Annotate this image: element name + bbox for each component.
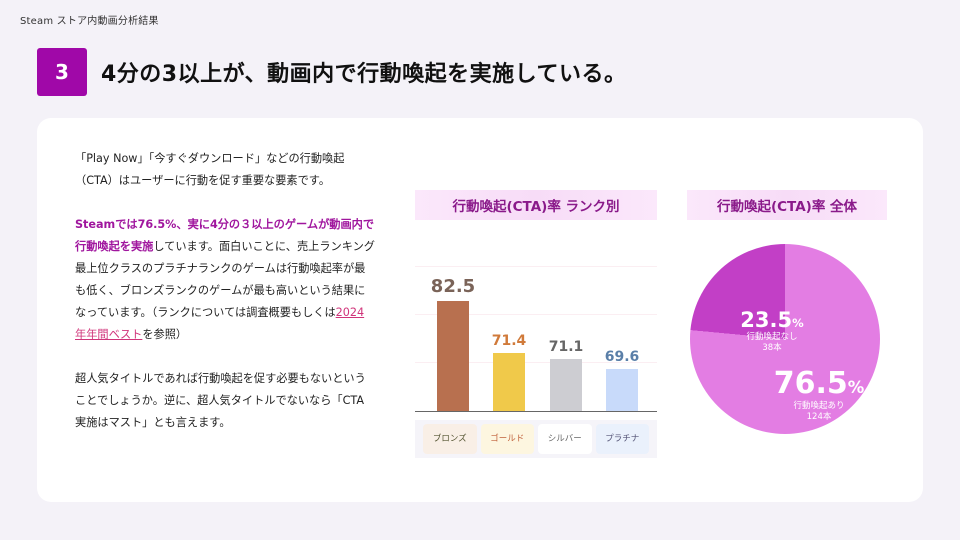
- body-text: 「Play Now」「今すぐダウンロード」などの行動喚起（CTA）はユーザーに行…: [75, 148, 375, 456]
- bar-1: 71.4: [491, 333, 527, 411]
- label-no: 行動喚起なし: [746, 332, 798, 342]
- category-label: シルバー: [538, 424, 592, 454]
- section-number-badge: 3: [37, 48, 87, 96]
- percent-sign: %: [847, 378, 865, 397]
- bar-value-label: 71.4: [491, 333, 527, 349]
- bar-plot-area: 82.5 71.4 71.1 69.6: [415, 220, 657, 412]
- gridline: [415, 266, 657, 267]
- bar-rect: [493, 353, 525, 411]
- highlight-text: Steamでは76.5%、実に4分の３以上のゲームが動画内で行動喚起を実施: [75, 218, 375, 253]
- category-labels: ブロンズ ゴールド シルバー プラチナ: [415, 420, 657, 458]
- bar-3: 69.6: [604, 349, 640, 411]
- bar-2: 71.1: [548, 339, 584, 411]
- paragraph-intro: 「Play Now」「今すぐダウンロード」などの行動喚起（CTA）はユーザーに行…: [75, 152, 345, 187]
- category-label: プラチナ: [595, 424, 649, 454]
- bar-value-label: 71.1: [548, 339, 584, 355]
- paragraph-conclusion: 超人気タイトルであれば行動喚起を促す必要もないということでしょうか。逆に、超人気…: [75, 372, 366, 429]
- content-card: 「Play Now」「今すぐダウンロード」などの行動喚起（CTA）はユーザーに行…: [37, 118, 923, 502]
- count-yes: 124本: [806, 412, 832, 422]
- percent-sign: %: [792, 316, 804, 330]
- page-title: 4分の3以上が、動画内で行動喚起を実施している。: [101, 62, 627, 87]
- count-no: 38本: [762, 343, 782, 353]
- pie-wrap: 23.5% 行動喚起なし 38本 76.5% 行動喚起あり 124本: [687, 244, 887, 444]
- pct-yes: 76.5: [773, 366, 848, 401]
- label-yes: 行動喚起あり: [793, 401, 845, 411]
- gridline: [415, 314, 657, 315]
- bar-rect: [437, 301, 469, 411]
- breadcrumb: Steam ストア内動画分析結果: [20, 16, 159, 27]
- paragraph-findings: Steamでは76.5%、実に4分の３以上のゲームが動画内で行動喚起を実施してい…: [75, 214, 375, 346]
- gridline: [415, 362, 657, 363]
- findings-end: を参照）: [142, 328, 188, 341]
- bar-value-label: 69.6: [604, 349, 640, 365]
- category-label: ブロンズ: [423, 424, 477, 454]
- pie: [690, 244, 880, 434]
- bar-rect: [606, 369, 638, 411]
- annual-best-link[interactable]: 2024年年間ベスト: [75, 306, 365, 341]
- pct-no: 23.5: [740, 308, 793, 332]
- category-label: ゴールド: [480, 424, 534, 454]
- pie-chart-title: 行動喚起(CTA)率 全体: [687, 190, 887, 220]
- bar-chart-rank: 行動喚起(CTA)率 ランク別 82.5 71.4 71.1 69.6 ブロンズ ゴール…: [415, 190, 657, 458]
- pie-chart-overall: 行動喚起(CTA)率 全体 23.5% 行動喚起なし 38本 76.5% 行動喚…: [687, 190, 887, 444]
- title-row: 3 4分の3以上が、動画内で行動喚起を実施している。: [37, 48, 627, 96]
- findings-text: しています。面白いことに、売上ランキング最上位クラスのプラチナランクのゲームは行…: [75, 240, 375, 319]
- bar-0: 82.5: [431, 276, 475, 411]
- pie-label-no: 23.5% 行動喚起なし 38本: [727, 308, 817, 354]
- bar-value-label: 82.5: [430, 276, 476, 297]
- bar-rect: [550, 359, 582, 411]
- pie-label-yes: 76.5% 行動喚起あり 124本: [759, 366, 879, 423]
- bar-chart-title: 行動喚起(CTA)率 ランク別: [415, 190, 657, 220]
